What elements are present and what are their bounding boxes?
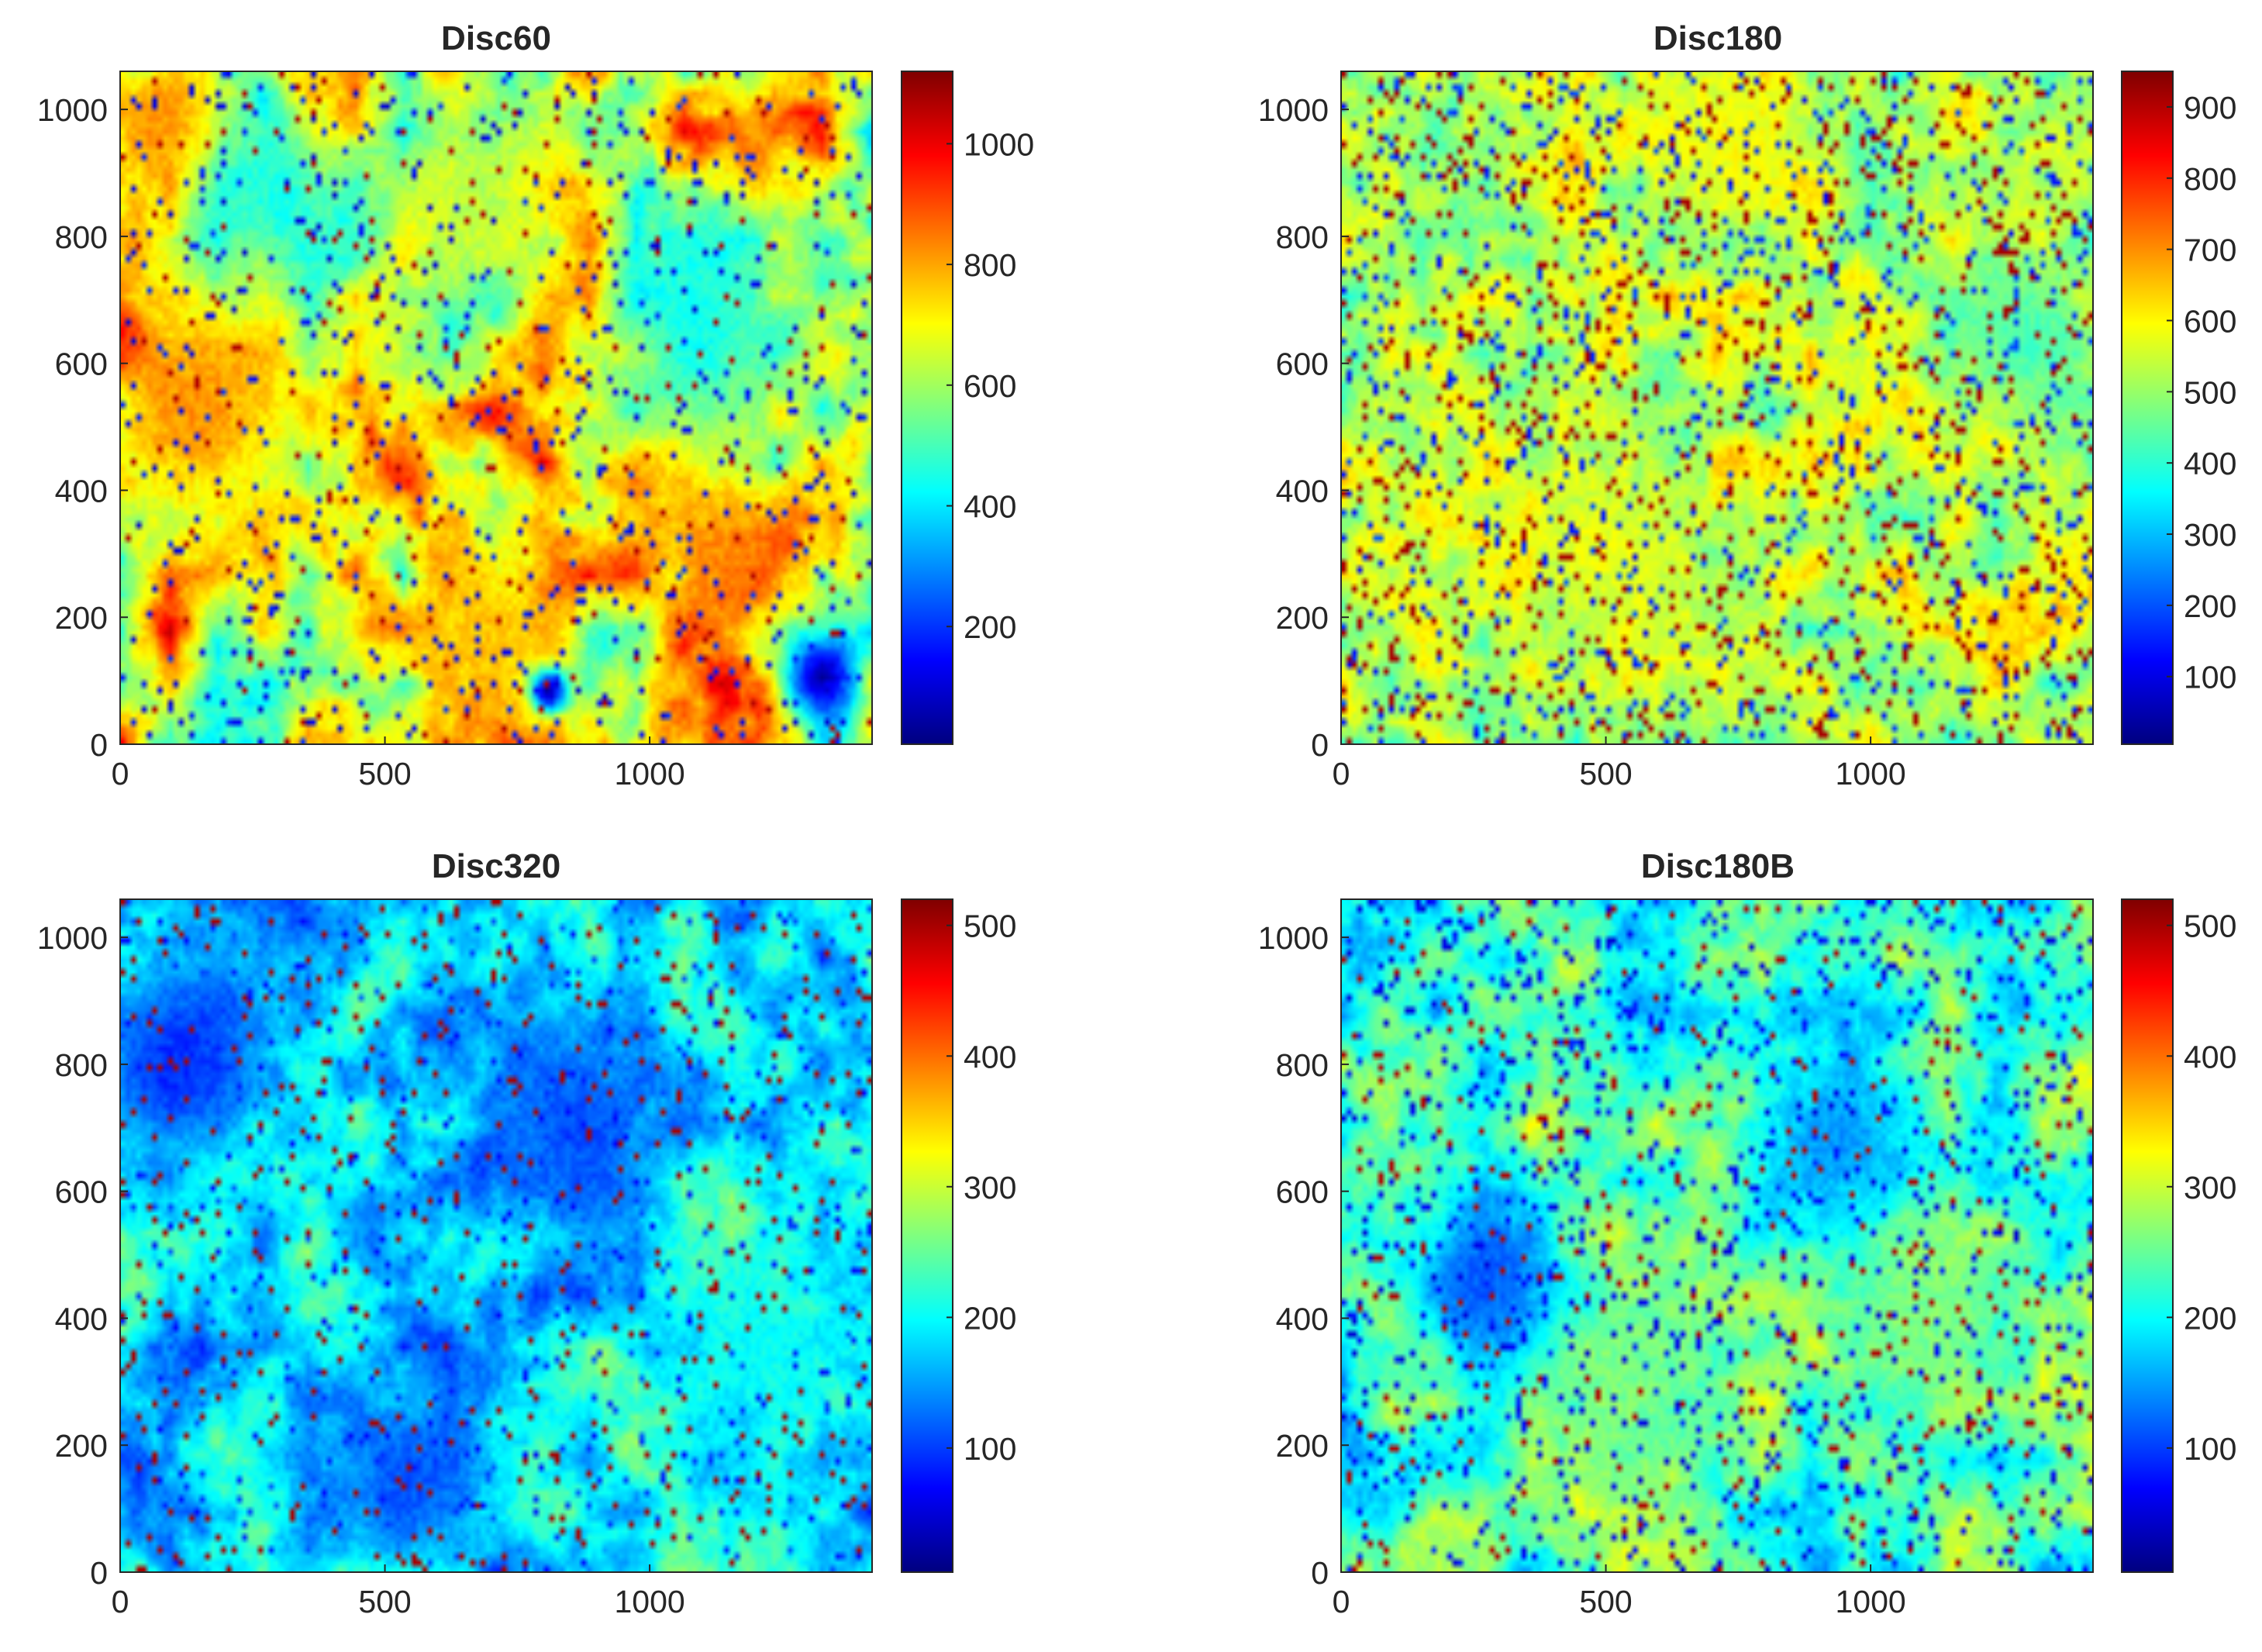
colorbar-tick-label: 100 (964, 1431, 1016, 1467)
y-tick-label: 400 (55, 1301, 108, 1336)
y-tick-label: 1000 (37, 920, 108, 956)
y-tick-label: 200 (1276, 600, 1329, 636)
x-tick-label: 1000 (1835, 756, 1905, 792)
panel-disc180: Disc180 0 500 1000 0 200 400 600 800 1000 100 200 3… (1258, 19, 2237, 792)
y-tick-label: 400 (55, 473, 108, 509)
x-tick-label: 500 (1579, 1584, 1632, 1619)
x-tick-label: 500 (358, 1584, 411, 1619)
y-tick-label: 600 (1276, 1174, 1329, 1210)
axes-frame (119, 71, 873, 745)
y-tick-label: 600 (1276, 347, 1329, 382)
colorbar-tick-label: 200 (964, 1300, 1016, 1336)
x-tick-label: 1000 (1835, 1584, 1905, 1619)
colorbar-tick-label: 400 (964, 489, 1016, 525)
panel-title: Disc60 (441, 19, 551, 57)
heatmap-image (1341, 899, 2093, 1572)
y-tick-label: 0 (1311, 1555, 1329, 1591)
colorbar-tick-label: 400 (2184, 446, 2236, 481)
axes-frame (119, 898, 873, 1573)
colorbar-tick-label: 400 (964, 1039, 1016, 1074)
colorbar-tick-label: 200 (964, 609, 1016, 645)
x-tick-label: 0 (112, 1584, 129, 1619)
y-tick-label: 1000 (1258, 92, 1329, 128)
colorbar-tick-label: 200 (2184, 1300, 2236, 1336)
y-tick-label: 600 (55, 347, 108, 382)
colorbar-tick-label: 700 (2184, 233, 2236, 268)
y-tick-label: 1000 (37, 92, 108, 128)
colorbar-tick-label: 400 (2184, 1039, 2236, 1074)
panel-disc60: Disc60 0 500 1000 0 200 400 600 800 1000 200 400 60… (37, 19, 1034, 792)
colorbar (901, 71, 953, 745)
y-tick-label: 200 (1276, 1428, 1329, 1464)
y-tick-label: 1000 (1258, 920, 1329, 956)
y-tick-label: 800 (1276, 1047, 1329, 1083)
y-tick-label: 400 (1276, 1301, 1329, 1336)
colorbar-tick-label: 800 (964, 247, 1016, 283)
x-tick-label: 0 (112, 756, 129, 792)
x-tick-label: 0 (1333, 1584, 1350, 1619)
colorbar-tick-label: 100 (2184, 1431, 2236, 1467)
colorbar-tick-label: 500 (2184, 374, 2236, 410)
y-tick-label: 0 (1311, 727, 1329, 763)
x-tick-label: 1000 (614, 756, 684, 792)
x-tick-label: 1000 (614, 1584, 684, 1619)
colorbar-tick-label: 300 (2184, 1170, 2236, 1205)
colorbar-tick-label: 500 (964, 909, 1016, 944)
panel-disc320: Disc320 0 500 1000 0 200 400 600 800 1000 100 200 3… (37, 847, 1017, 1619)
colorbar-tick-label: 200 (2184, 588, 2236, 624)
y-tick-label: 800 (55, 219, 108, 255)
y-tick-label: 800 (1276, 219, 1329, 255)
colorbar-tick-label: 500 (2184, 909, 2236, 944)
y-tick-label: 600 (55, 1174, 108, 1210)
axes-frame (1340, 71, 2094, 745)
y-tick-label: 200 (55, 600, 108, 636)
colorbar-tick-label: 600 (964, 368, 1016, 404)
y-tick-label: 400 (1276, 473, 1329, 509)
colorbar (2121, 71, 2174, 745)
heatmap-image (120, 899, 872, 1572)
panel-title: Disc180 (1653, 19, 1782, 57)
heatmap-image (1341, 71, 2093, 744)
x-tick-label: 500 (1579, 756, 1632, 792)
colorbar-tick-label: 300 (964, 1170, 1016, 1205)
y-tick-label: 0 (90, 1555, 108, 1591)
x-tick-label: 500 (358, 756, 411, 792)
y-tick-label: 0 (90, 727, 108, 763)
axes-frame (1340, 898, 2094, 1573)
panel-title: Disc180B (1641, 847, 1795, 885)
colorbar (901, 898, 953, 1573)
panel-disc180b: Disc180B 0 500 1000 0 200 400 600 800 1000 100 200… (1258, 847, 2237, 1619)
heatmap-image (120, 71, 872, 744)
panel-title: Disc320 (432, 847, 560, 885)
y-tick-label: 200 (55, 1428, 108, 1464)
colorbar-tick-label: 1000 (964, 126, 1034, 162)
colorbar-tick-label: 900 (2184, 90, 2236, 126)
colorbar-tick-label: 600 (2184, 303, 2236, 339)
x-tick-label: 0 (1333, 756, 1350, 792)
colorbar-tick-label: 800 (2184, 161, 2236, 197)
colorbar (2121, 898, 2174, 1573)
y-tick-label: 800 (55, 1047, 108, 1083)
colorbar-tick-label: 100 (2184, 660, 2236, 695)
colorbar-tick-label: 300 (2184, 517, 2236, 553)
